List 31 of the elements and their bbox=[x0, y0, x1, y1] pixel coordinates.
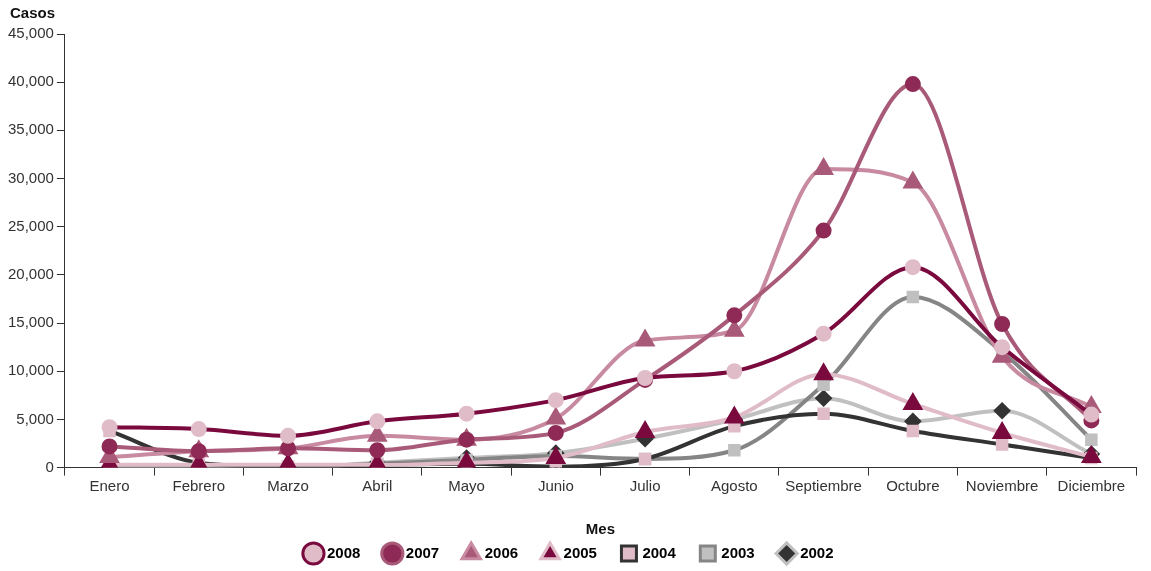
x-tick-label: Octubre bbox=[886, 476, 940, 494]
x-tick-label: Diciembre bbox=[1057, 476, 1126, 494]
x-tick-label: Abril bbox=[362, 476, 393, 494]
x-tick-label: Enero bbox=[89, 476, 130, 494]
y-tick-label: 5,000 bbox=[16, 409, 54, 427]
y-tick-label: 0 bbox=[45, 457, 54, 475]
y-tick-label: 40,000 bbox=[7, 72, 54, 90]
legend-label: 2004 bbox=[642, 543, 677, 561]
legend-label: 2007 bbox=[405, 543, 440, 561]
x-tick-label: Junio bbox=[537, 476, 574, 494]
legend-label: 2002 bbox=[800, 543, 834, 561]
legend-label: 2006 bbox=[484, 543, 519, 561]
y-axis-title: Casos bbox=[10, 3, 56, 21]
y-tick-label: 10,000 bbox=[7, 361, 54, 379]
x-tick-label: Febrero bbox=[172, 476, 226, 494]
y-tick-label: 20,000 bbox=[7, 265, 54, 283]
x-tick-label: Mayo bbox=[448, 476, 485, 494]
y-tick-label: 25,000 bbox=[7, 216, 54, 234]
x-tick-label: Noviembre bbox=[965, 476, 1039, 494]
legend-label: 2003 bbox=[721, 543, 755, 561]
x-axis-title: Mes bbox=[585, 519, 616, 537]
y-tick-label: 30,000 bbox=[7, 168, 54, 186]
y-tick-label: 15,000 bbox=[7, 313, 54, 331]
x-tick-label: Marzo bbox=[267, 476, 309, 494]
x-tick-label: Agosto bbox=[710, 476, 758, 494]
legend-label: 2008 bbox=[326, 543, 361, 561]
x-tick-label: Julio bbox=[629, 476, 661, 494]
x-tick-label: Septiembre bbox=[785, 476, 862, 494]
y-tick-label: 45,000 bbox=[7, 24, 54, 42]
legend-label: 2005 bbox=[563, 543, 597, 561]
y-tick-label: 35,000 bbox=[7, 120, 54, 138]
